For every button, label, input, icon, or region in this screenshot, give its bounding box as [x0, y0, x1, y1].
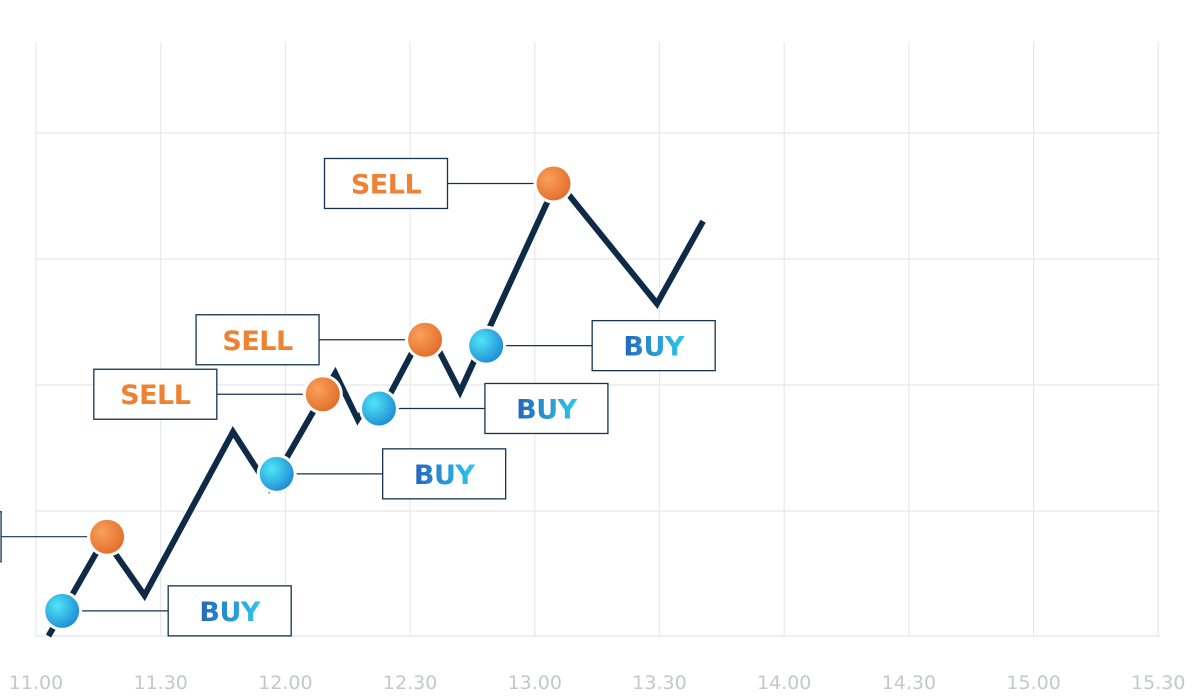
signal-label-box	[195, 314, 320, 366]
buy-signal: BUY	[42, 585, 292, 637]
sell-marker	[536, 166, 571, 201]
signal-label-box	[93, 368, 218, 420]
x-tick-label: 14.30	[882, 672, 936, 694]
buy-label: BUY	[199, 597, 261, 628]
sell-marker	[90, 519, 125, 554]
buy-marker	[469, 328, 504, 363]
x-tick-label: 13.30	[632, 672, 686, 694]
buy-signal: BUY	[256, 448, 507, 500]
x-tick-label: 13.00	[508, 672, 562, 694]
x-tick-label: 14.00	[757, 672, 811, 694]
signal-label-box	[591, 319, 716, 372]
sell-signal: SELL	[323, 157, 574, 210]
sell-signal: SELL	[195, 314, 446, 366]
sell-label: SELL	[222, 326, 293, 357]
sell-signal: SELL	[0, 511, 128, 563]
buy-signal: BUY	[466, 319, 716, 372]
buy-label: BUY	[414, 460, 476, 491]
x-tick-label: 11.00	[9, 672, 63, 694]
sell-signal: SELL	[93, 368, 343, 420]
buy-signal: BUY	[358, 382, 609, 435]
x-tick-label: 11.30	[133, 672, 187, 694]
buy-marker	[259, 456, 294, 491]
signal-label-box	[0, 511, 2, 563]
sell-marker	[305, 377, 340, 412]
signal-label-box	[382, 448, 507, 500]
signal-layer: BUY SELL BUY SELL BUY SELL BUY SELL	[0, 157, 716, 637]
x-tick-label: 15.30	[1131, 672, 1185, 694]
x-tick-label: 15.00	[1006, 672, 1060, 694]
buy-marker	[361, 391, 396, 426]
signal-label-box	[484, 382, 609, 435]
sell-label: SELL	[351, 169, 422, 200]
x-axis-tick-labels: 11.00 11.30 12.00 12.30 13.00 13.30 14.00 14.30…	[9, 672, 1186, 694]
x-tick-label: 12.00	[258, 672, 312, 694]
signal-label-box	[167, 585, 292, 637]
sell-marker	[408, 322, 443, 357]
x-tick-label: 12.30	[383, 672, 437, 694]
buy-marker	[45, 593, 80, 628]
sell-label: SELL	[120, 380, 191, 411]
signal-label-box	[323, 157, 449, 210]
buy-label: BUY	[516, 394, 578, 425]
buy-label: BUY	[623, 332, 685, 363]
